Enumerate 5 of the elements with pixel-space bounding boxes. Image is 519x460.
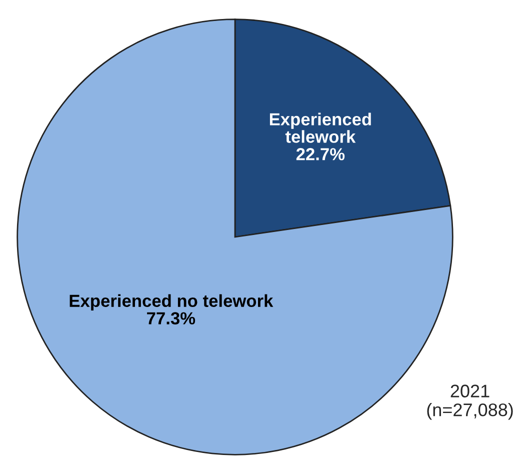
data-label: 22.7% — [296, 148, 345, 160]
text: 2021 (n=27,088) — [427, 384, 513, 420]
slice-label: Experienced telework — [270, 112, 371, 143]
data-label: 77.3% — [147, 312, 196, 324]
slice-label: Experienced no telework — [70, 294, 274, 310]
